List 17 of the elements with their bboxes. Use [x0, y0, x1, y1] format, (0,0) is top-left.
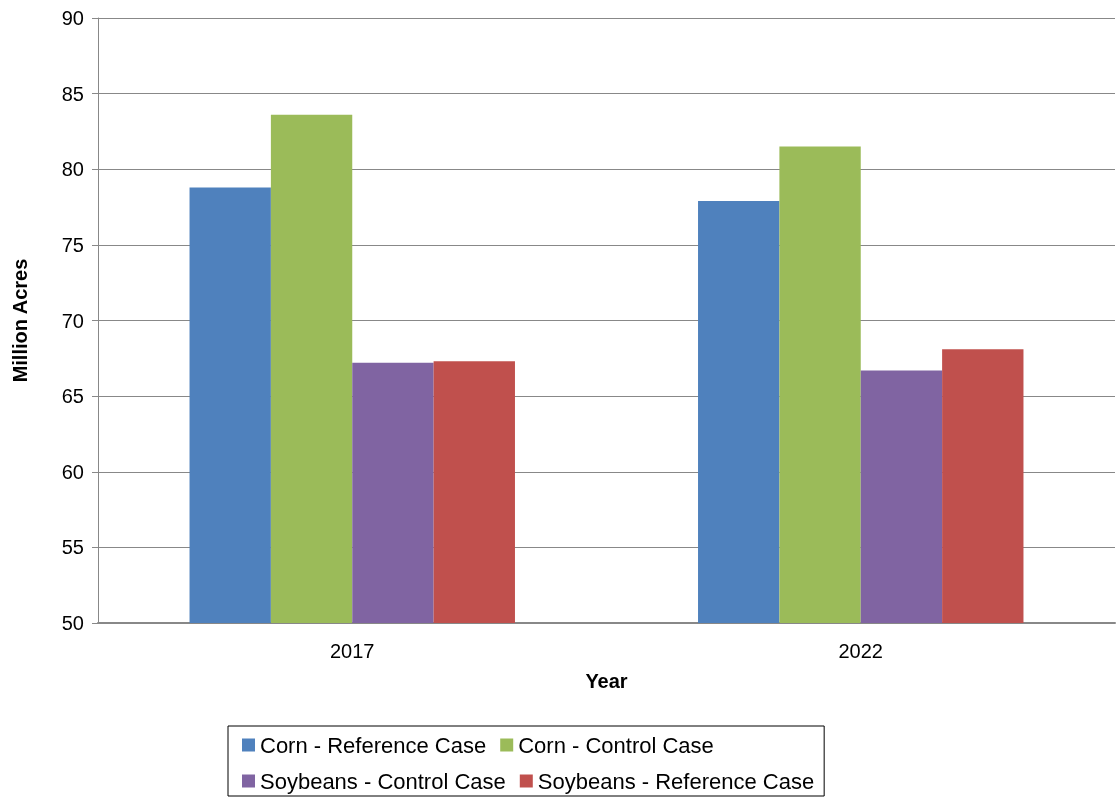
legend-label: Soybeans - Control Case: [260, 768, 506, 794]
y-axis-title: Million Acres: [9, 258, 31, 383]
y-tick-label: 90: [61, 7, 84, 29]
legend-label: Corn - Reference Case: [260, 732, 487, 758]
x-axis-title: Year: [585, 670, 628, 692]
y-tick-label: 60: [61, 460, 84, 483]
y-tick-label: 80: [61, 158, 84, 181]
y-tick-label: 65: [61, 385, 84, 408]
y-tick-label: 70: [61, 309, 84, 332]
x-tick-label: 2022: [838, 640, 883, 662]
legend-label: Soybeans - Reference Case: [537, 768, 815, 794]
y-tick-label: 50: [61, 612, 84, 634]
y-tick-label: 85: [61, 82, 84, 105]
y-tick-label: 55: [61, 536, 84, 559]
x-tick-label: 2017: [330, 640, 375, 662]
legend-label: Corn - Control Case: [518, 732, 714, 758]
y-tick-label: 75: [61, 233, 84, 256]
